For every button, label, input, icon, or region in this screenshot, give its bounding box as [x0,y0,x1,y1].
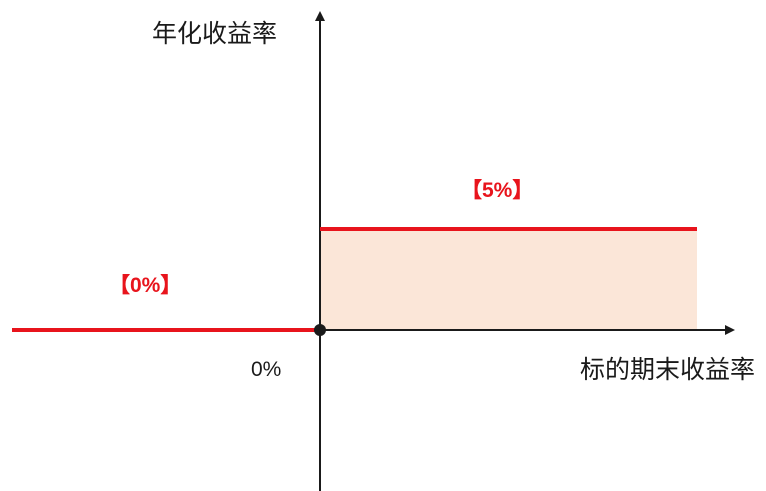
y-axis-label: 年化收益率 [152,19,277,48]
origin-tick-label: 0% [251,358,281,381]
origin-point [314,324,326,336]
data-label-five-percent: 【5%】 [461,179,533,202]
x-axis-label: 标的期末收益率 [580,355,755,384]
data-label-zero-percent: 【0%】 [109,274,181,297]
positive-return-area [320,229,697,330]
